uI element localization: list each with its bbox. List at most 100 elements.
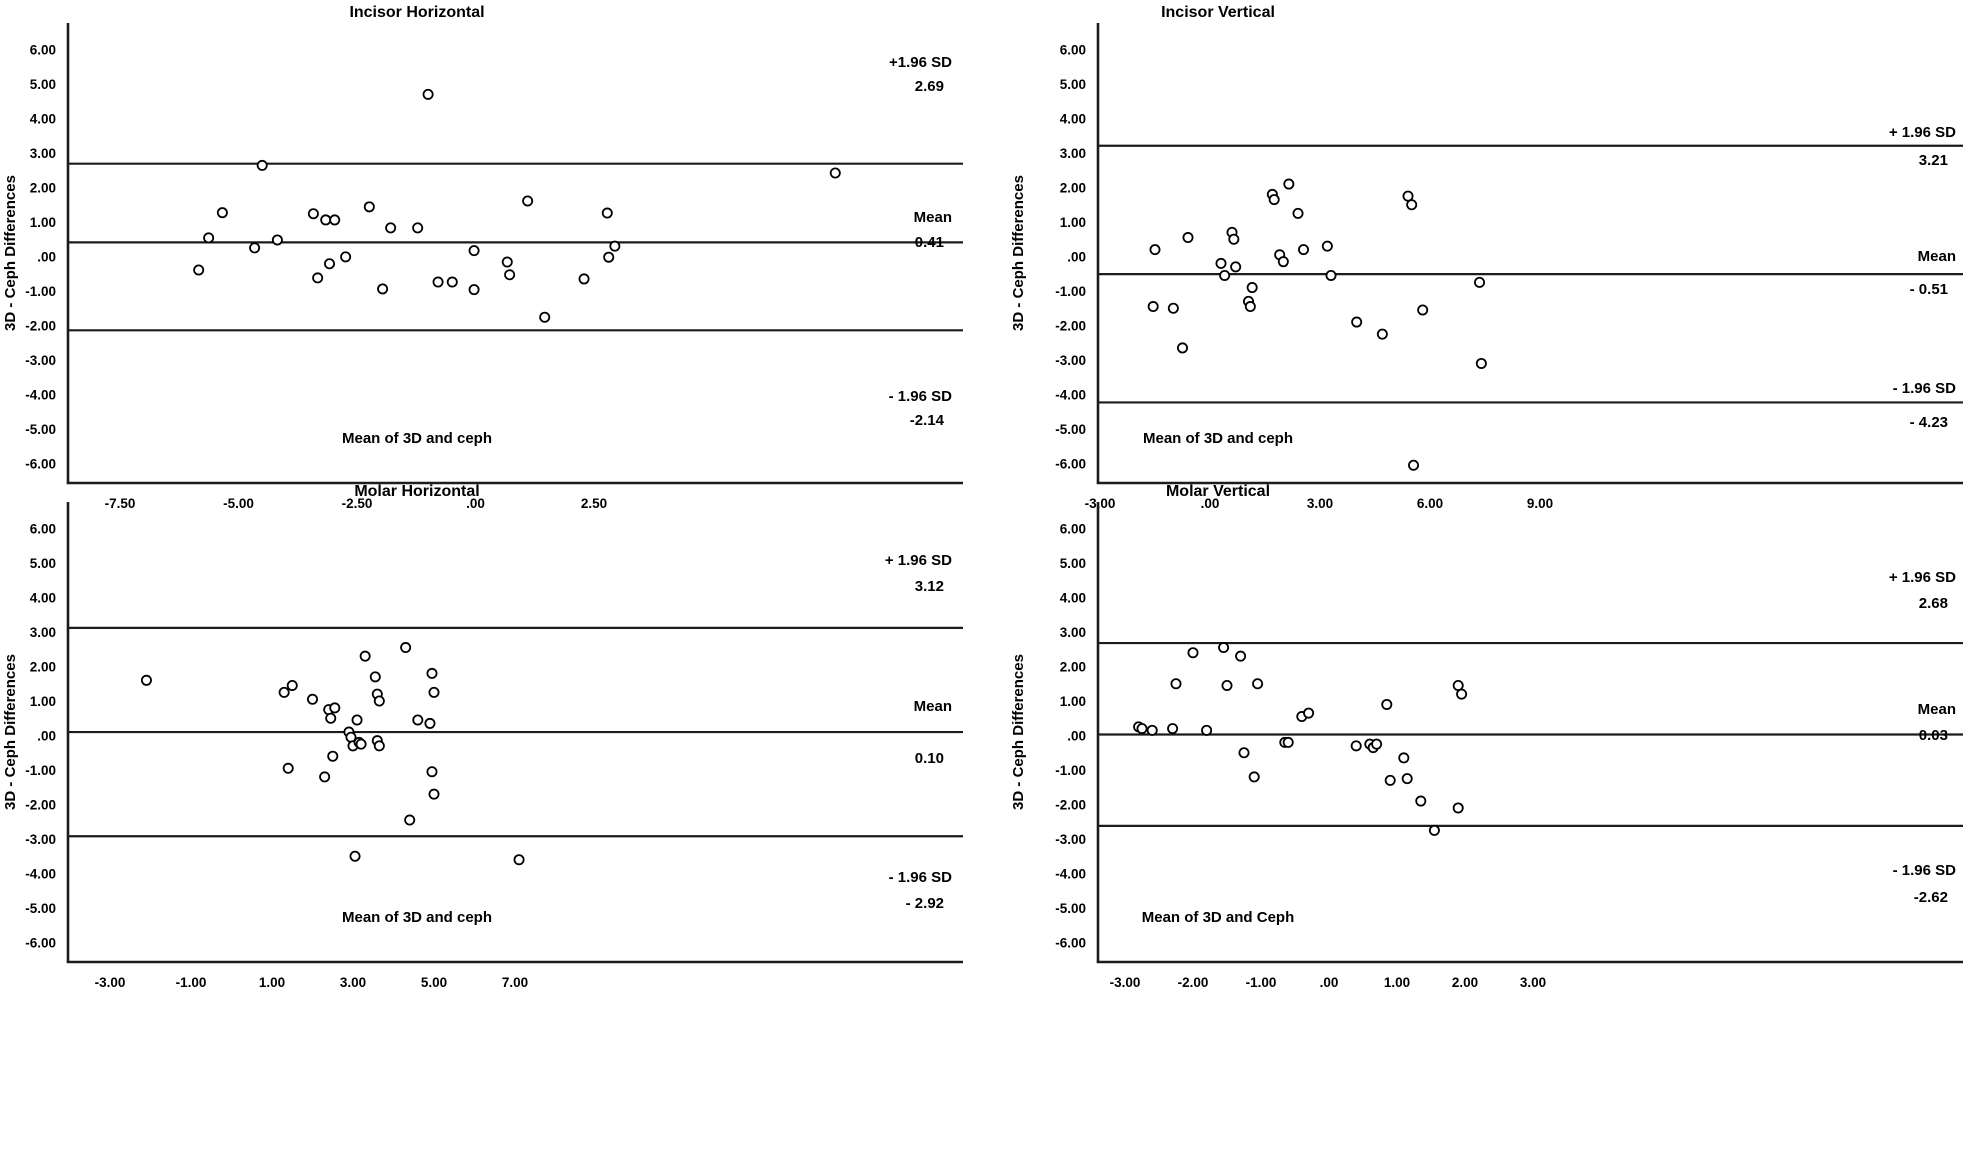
- upper-loa-label: +1.96 SD: [889, 54, 952, 71]
- x-tick-label: -3.00: [95, 975, 126, 990]
- upper-loa-label: + 1.96 SD: [1889, 124, 1956, 141]
- data-point: [501, 256, 513, 268]
- y-tick-label: -4.00: [1055, 388, 1086, 403]
- lower-loa-value: - 4.23: [1910, 414, 1948, 431]
- plot-molar-horizontal: 6.00 5.00 4.00 3.00 2.00 1.00 .00 -1.00 -2.00 -3.…: [2, 483, 963, 990]
- x-axis-title: Mean of 3D and ceph: [342, 430, 492, 447]
- data-point: [1282, 736, 1294, 748]
- data-point: [428, 686, 440, 698]
- upper-loa-value: 3.12: [915, 578, 944, 595]
- x-tick-label: -2.00: [1178, 975, 1209, 990]
- upper-loa-label: + 1.96 SD: [1889, 569, 1956, 586]
- data-point: [1182, 232, 1194, 244]
- upper-loa-value: 3.21: [1919, 152, 1948, 169]
- data-point: [282, 762, 294, 774]
- data-point: [422, 88, 434, 100]
- plot-title: Molar Vertical: [1166, 483, 1270, 500]
- y-tick-label: 5.00: [1060, 556, 1086, 571]
- y-tick-label: -3.00: [1055, 353, 1086, 368]
- data-point: [359, 650, 371, 662]
- data-point: [203, 232, 215, 244]
- data-point: [256, 159, 268, 171]
- x-tick-label: 3.00: [340, 975, 366, 990]
- data-point: [1215, 257, 1227, 269]
- y-tick-label: 4.00: [1060, 591, 1086, 606]
- data-point: [1474, 276, 1486, 288]
- y-tick-label: -5.00: [25, 901, 56, 916]
- lower-loa-label: - 1.96 SD: [1893, 380, 1957, 397]
- x-tick-label: -3.00: [1110, 975, 1141, 990]
- data-point: [329, 702, 341, 714]
- mean-loa-label: Mean: [914, 209, 952, 226]
- data-point: [432, 276, 444, 288]
- data-point: [1321, 240, 1333, 252]
- data-point: [363, 201, 375, 213]
- y-tick-label: 5.00: [1060, 77, 1086, 92]
- x-tick-label: 5.00: [421, 975, 447, 990]
- y-tick-label: -1.00: [25, 284, 56, 299]
- data-point: [329, 214, 341, 226]
- data-point: [1167, 302, 1179, 314]
- data-point: [1252, 678, 1264, 690]
- data-point: [1170, 678, 1182, 690]
- data-point: [1149, 244, 1161, 256]
- data-point: [1235, 650, 1247, 662]
- data-point: [286, 679, 298, 691]
- y-tick-label: 2.00: [30, 181, 56, 196]
- data-point: [1428, 824, 1440, 836]
- y-tick-label: 5.00: [30, 556, 56, 571]
- data-point: [1167, 723, 1179, 735]
- data-point: [1201, 724, 1213, 736]
- y-tick-label: -3.00: [1055, 832, 1086, 847]
- data-point: [1350, 740, 1362, 752]
- x-axis-title: Mean of 3D and ceph: [342, 909, 492, 926]
- y-tick-label: .00: [37, 729, 56, 744]
- data-point: [385, 222, 397, 234]
- data-point: [278, 686, 290, 698]
- data-point: [1406, 199, 1418, 211]
- data-point: [1176, 342, 1188, 354]
- x-tick-label: .00: [1320, 975, 1339, 990]
- data-point: [424, 717, 436, 729]
- y-tick-label: 6.00: [1060, 522, 1086, 537]
- data-point: [312, 272, 324, 284]
- data-point: [468, 245, 480, 257]
- y-tick-label: -4.00: [25, 388, 56, 403]
- data-point: [1456, 688, 1468, 700]
- y-tick-label: 4.00: [30, 112, 56, 127]
- data-point: [193, 264, 205, 276]
- data-point: [1371, 738, 1383, 750]
- y-tick-label: -5.00: [1055, 901, 1086, 916]
- data-point: [307, 208, 319, 220]
- y-tick-label: -6.00: [25, 457, 56, 472]
- data-point: [1221, 679, 1233, 691]
- y-tick-label: -1.00: [1055, 763, 1086, 778]
- data-point: [1398, 752, 1410, 764]
- data-point: [1136, 723, 1148, 735]
- y-tick-label: 6.00: [30, 43, 56, 58]
- x-tick-label: -1.00: [1246, 975, 1277, 990]
- upper-loa-value: 2.68: [1919, 595, 1948, 612]
- y-tick-label: -6.00: [1055, 457, 1086, 472]
- x-tick-label: 6.00: [1417, 496, 1443, 511]
- data-point: [351, 714, 363, 726]
- data-point: [446, 276, 458, 288]
- data-point: [320, 214, 332, 226]
- data-point: [1246, 282, 1258, 294]
- y-tick-label: -2.00: [25, 319, 56, 334]
- plot-incisor-vertical: 6.00 5.00 4.00 3.00 2.00 1.00 .00 -1.00 -2.00 -3.…: [1010, 4, 1963, 511]
- data-point: [578, 273, 590, 285]
- data-point: [377, 283, 389, 295]
- data-point: [426, 667, 438, 679]
- data-point: [140, 674, 152, 686]
- data-point: [504, 269, 516, 281]
- data-point: [539, 311, 551, 323]
- data-point: [216, 207, 228, 219]
- y-tick-label: 1.00: [1060, 215, 1086, 230]
- data-point: [319, 771, 331, 783]
- x-tick-label: 1.00: [1384, 975, 1410, 990]
- data-point: [1452, 802, 1464, 814]
- y-tick-label: 3.00: [30, 625, 56, 640]
